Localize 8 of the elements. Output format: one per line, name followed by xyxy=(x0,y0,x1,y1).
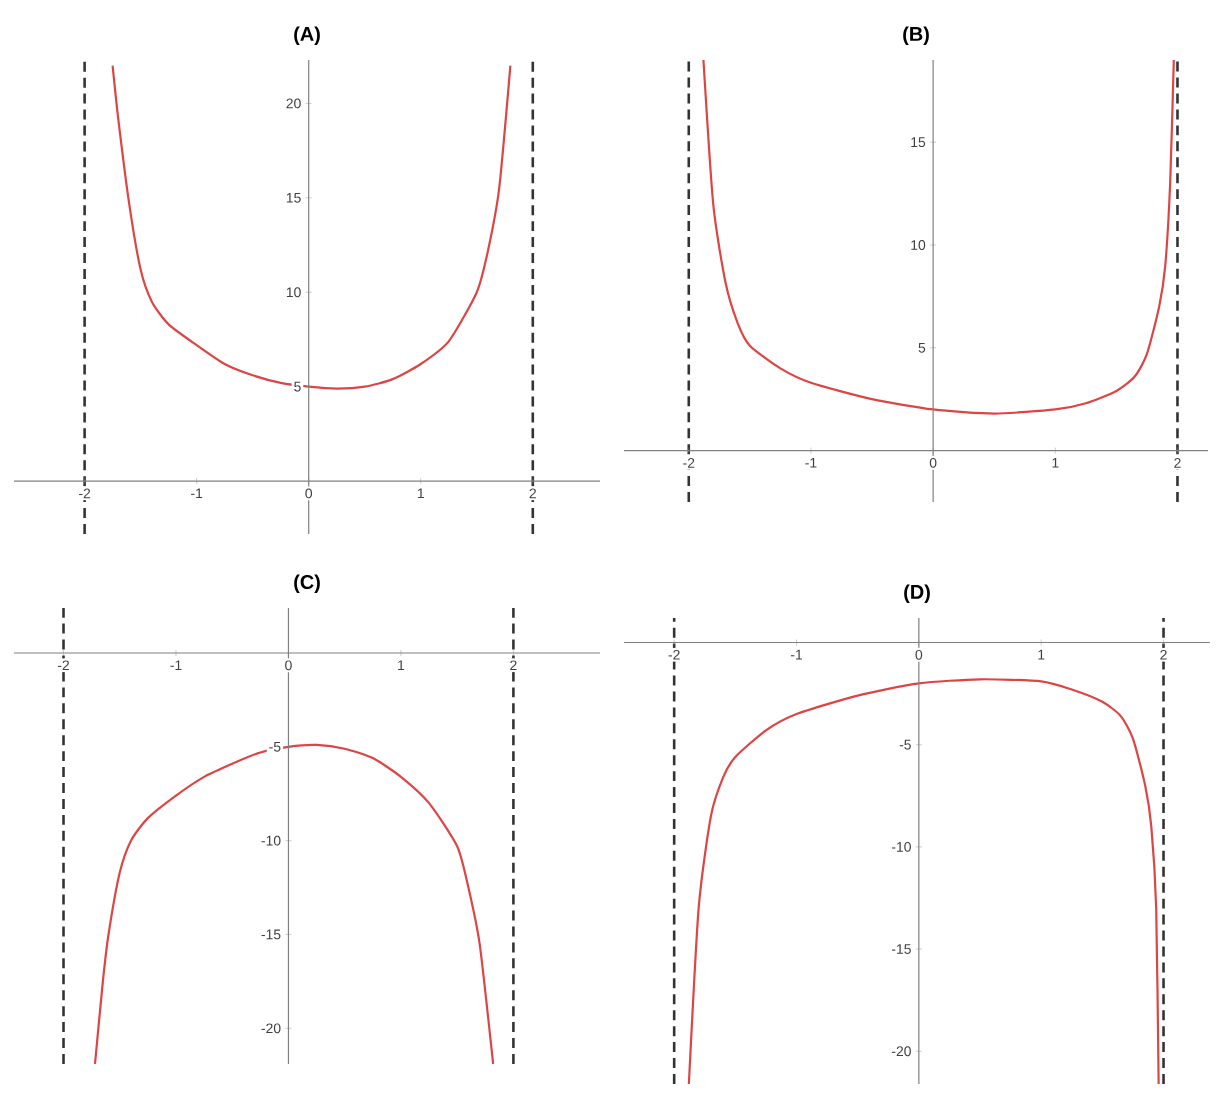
chart-title: (A) xyxy=(294,26,320,45)
line-series xyxy=(93,743,495,1064)
line-series xyxy=(702,59,1175,415)
line-series xyxy=(111,64,512,390)
line-series xyxy=(687,678,1160,1084)
chart-title: (B) xyxy=(903,26,929,45)
chart-title: (D) xyxy=(904,584,930,603)
chart-title: (C) xyxy=(294,574,320,593)
